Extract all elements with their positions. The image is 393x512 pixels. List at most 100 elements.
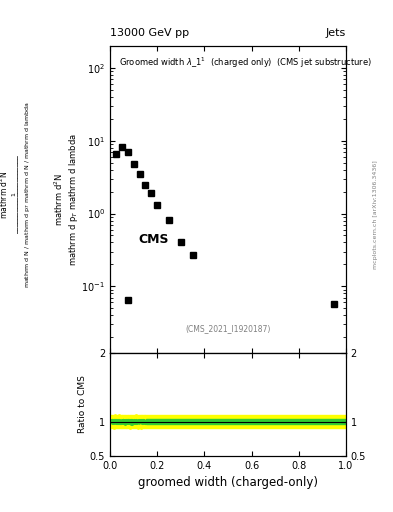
Point (126, 419, 132, 427)
Point (138, 412, 145, 420)
Point (114, 414, 121, 422)
Point (122, 413, 129, 421)
Point (140, 412, 146, 420)
Point (114, 416, 121, 424)
Point (118, 422, 125, 431)
Point (122, 417, 129, 425)
Point (114, 415, 120, 423)
Point (121, 421, 127, 430)
Point (127, 414, 133, 422)
Point (129, 422, 136, 430)
Point (133, 423, 139, 431)
Point (132, 418, 139, 426)
Point (126, 419, 132, 427)
Point (137, 419, 143, 428)
Point (114, 417, 120, 425)
Point (116, 413, 122, 421)
Point (137, 414, 143, 422)
Point (142, 419, 149, 428)
Point (110, 413, 116, 421)
Point (114, 412, 120, 420)
Point (118, 416, 124, 424)
Point (112, 415, 118, 423)
Point (111, 416, 117, 424)
Point (139, 419, 145, 427)
Point (108, 417, 115, 425)
Point (120, 412, 127, 420)
Point (116, 416, 122, 424)
Point (114, 413, 120, 421)
Point (109, 417, 116, 425)
Point (135, 422, 141, 431)
Point (126, 420, 132, 428)
Point (128, 417, 134, 425)
Point (121, 415, 127, 423)
Point (124, 418, 130, 426)
Point (133, 416, 139, 424)
Point (119, 413, 125, 421)
Point (134, 418, 141, 426)
Point (134, 423, 141, 431)
Point (138, 416, 144, 424)
Point (109, 419, 115, 427)
Point (115, 419, 121, 427)
Point (133, 417, 140, 425)
Point (127, 420, 133, 429)
Point (108, 418, 115, 426)
Point (132, 422, 139, 431)
Point (130, 416, 137, 424)
Point (119, 423, 125, 431)
Point (139, 423, 145, 431)
Point (117, 414, 123, 422)
Text: Groomed width $\lambda\_1^1$  (charged only)  (CMS jet substructure): Groomed width $\lambda\_1^1$ (charged on… (119, 55, 373, 70)
Point (112, 422, 118, 431)
Point (119, 412, 125, 420)
Point (117, 417, 123, 425)
Point (142, 419, 148, 427)
Point (138, 416, 144, 424)
Point (140, 418, 146, 426)
Point (131, 417, 138, 425)
Point (123, 419, 130, 427)
Point (130, 421, 137, 430)
Point (139, 412, 145, 420)
Point (130, 418, 136, 426)
Point (122, 416, 128, 424)
Point (140, 423, 147, 432)
Point (109, 416, 115, 424)
Point (129, 417, 135, 425)
Point (112, 416, 118, 424)
Point (121, 422, 128, 431)
Point (130, 423, 136, 431)
Point (131, 419, 137, 428)
Point (137, 417, 143, 425)
Point (116, 412, 123, 420)
Point (136, 417, 143, 425)
Point (136, 417, 142, 425)
Point (128, 414, 134, 422)
Point (136, 419, 142, 428)
Point (116, 419, 123, 427)
Point (121, 422, 127, 431)
Point (114, 414, 120, 422)
Point (116, 419, 122, 428)
Point (132, 421, 138, 430)
Point (130, 419, 137, 427)
Point (129, 413, 135, 421)
Point (129, 419, 135, 427)
Point (139, 416, 145, 424)
Point (134, 414, 140, 422)
Point (112, 422, 119, 431)
Point (112, 417, 118, 425)
Point (136, 419, 142, 427)
Point (142, 422, 148, 430)
Point (110, 417, 116, 425)
Point (132, 412, 138, 420)
Text: (CMS_2021_I1920187): (CMS_2021_I1920187) (185, 324, 271, 333)
Point (109, 419, 116, 427)
Point (130, 423, 137, 431)
Point (136, 417, 143, 425)
Point (141, 417, 147, 425)
Text: 13000 GeV pp: 13000 GeV pp (110, 28, 189, 38)
Point (141, 412, 148, 420)
